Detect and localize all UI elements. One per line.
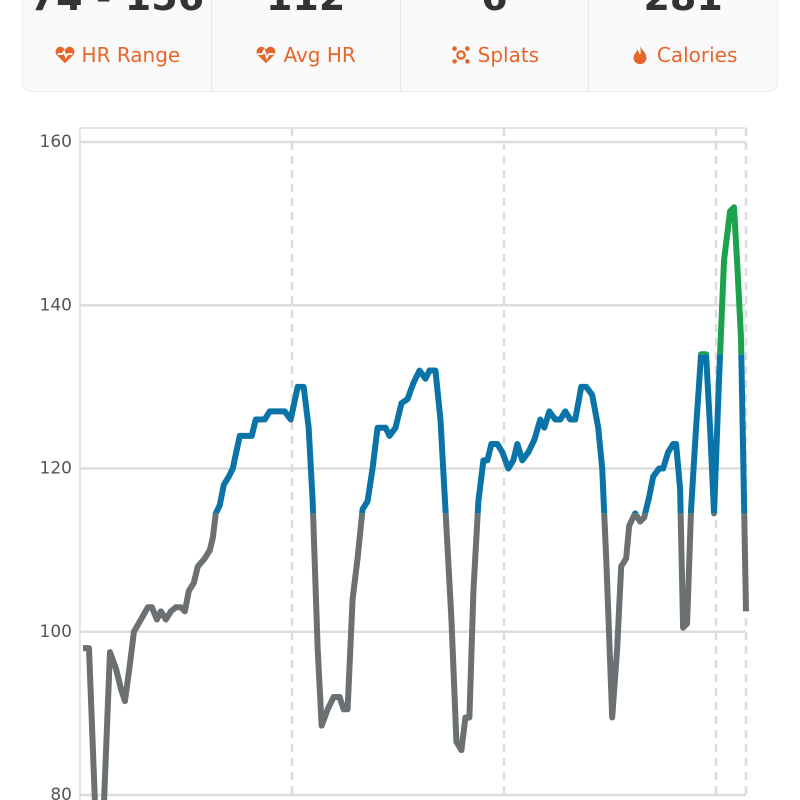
y-tick-label: 100 (40, 622, 72, 642)
y-tick-label: 80 (50, 785, 72, 800)
stat: 112 Avg HR (212, 0, 401, 91)
stat-label-text: Calories (656, 43, 738, 67)
stats-card: 74 - 156 HR Range 112 Avg HR 6 Splats 28… (22, 0, 778, 92)
y-tick-label: 160 (40, 132, 72, 152)
flame-icon (633, 45, 647, 65)
stat-label: Calories (589, 43, 777, 67)
heart-icon (55, 46, 74, 64)
stat: 281 Calories (589, 0, 777, 91)
hr-line (82, 513, 749, 800)
stat-value: 74 - 156 (23, 0, 211, 19)
y-tick-label: 140 (40, 295, 72, 315)
stat: 6 Splats (401, 0, 590, 91)
splat-icon (451, 46, 470, 64)
y-tick-label: 120 (40, 459, 72, 479)
stat-label: Avg HR (212, 43, 400, 67)
stat-label-text: Splats (477, 43, 540, 67)
stat-label-text: Avg HR (283, 43, 356, 67)
stat-label: Splats (401, 43, 589, 67)
stat: 74 - 156 HR Range (23, 0, 212, 91)
stat-value: 112 (212, 0, 400, 19)
hr-line (212, 354, 748, 514)
stat-value: 6 (401, 0, 589, 19)
stat-value: 281 (589, 0, 777, 19)
stat-label: HR Range (23, 43, 211, 67)
stat-label-text: HR Range (81, 43, 181, 67)
heart-pulse-icon (257, 46, 276, 64)
